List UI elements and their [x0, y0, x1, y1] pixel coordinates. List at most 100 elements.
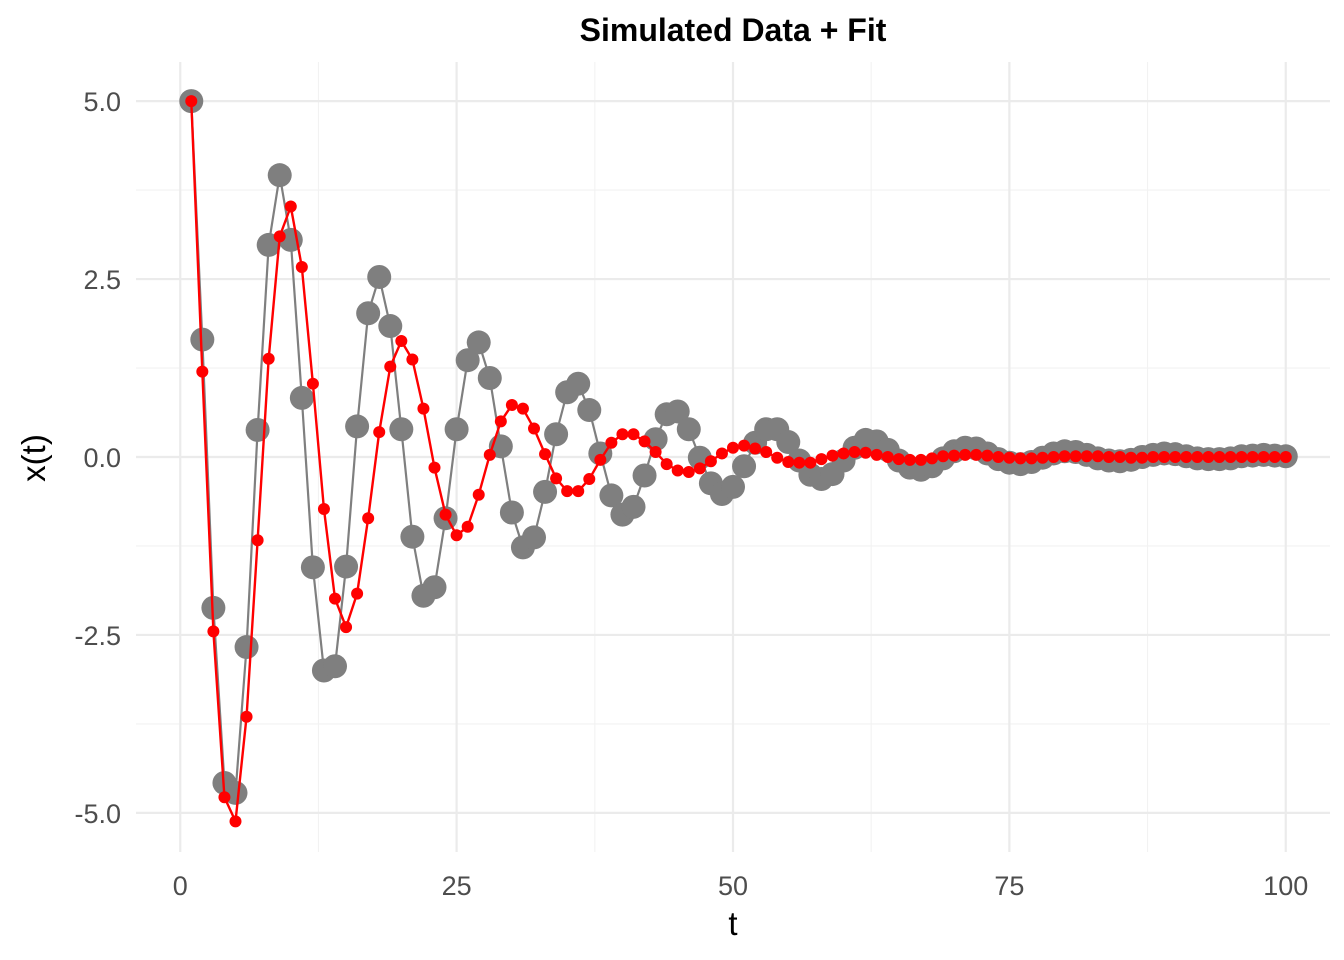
series-2-point	[505, 399, 518, 412]
series-1-point	[599, 483, 624, 508]
series-2-point	[185, 95, 198, 108]
series-2-point	[671, 464, 684, 477]
series-2-point	[1025, 452, 1038, 465]
series-2	[185, 95, 1292, 828]
chart-title: Simulated Data + Fit	[580, 12, 887, 48]
series-2-point	[1224, 451, 1237, 463]
series-2-point	[483, 448, 496, 461]
series-2-point	[373, 426, 386, 439]
series-2-point	[815, 453, 828, 466]
series-1-point	[544, 422, 569, 447]
series-2-point	[903, 453, 916, 466]
series-2-point	[981, 449, 994, 462]
series-2-point	[1113, 451, 1126, 463]
series-1-point	[190, 327, 215, 352]
series-2-point	[317, 502, 330, 515]
series-2-point	[837, 447, 850, 460]
series-1-point	[732, 454, 757, 479]
series-2-point	[749, 442, 762, 455]
series-2-point	[970, 448, 983, 461]
series-2-point	[682, 465, 695, 478]
series-2-point	[1014, 452, 1027, 465]
y-tick-label: 5.0	[83, 87, 121, 117]
series-2-point	[914, 453, 927, 466]
series-2-point	[1279, 451, 1292, 463]
series-1-point	[234, 635, 259, 660]
series-2-point	[605, 436, 618, 449]
series-2-point	[1058, 450, 1071, 463]
series-1-point	[455, 348, 480, 373]
y-tick-label: 0.0	[83, 443, 121, 473]
series-1-point	[676, 417, 701, 442]
series-2-point	[550, 472, 563, 485]
series-1-point	[444, 417, 469, 442]
series-2-point	[196, 365, 209, 378]
series-2-point	[561, 485, 574, 498]
series-1-point	[566, 371, 591, 396]
series-2-point	[616, 428, 629, 441]
series-2-point	[948, 449, 961, 462]
series-2-point	[1036, 451, 1049, 464]
series-2-point	[782, 455, 795, 468]
series-2-point	[1246, 451, 1259, 463]
series-1-point	[632, 463, 657, 488]
series-2-point	[1202, 451, 1215, 463]
series-2-point	[793, 456, 806, 469]
series-2-point	[439, 508, 452, 521]
series-1-point	[522, 525, 546, 550]
series-2-point	[892, 453, 905, 466]
series-2-point	[240, 710, 253, 723]
series-2-point	[572, 485, 585, 498]
series-2-point	[848, 446, 861, 459]
series-1-point	[400, 524, 425, 549]
series-2-point	[395, 334, 408, 347]
series-2-point	[229, 815, 242, 828]
series-2-point	[693, 462, 706, 475]
series-2-point	[1091, 450, 1104, 463]
series-2-point	[284, 200, 297, 213]
series-1-point	[466, 330, 491, 355]
series-2-point	[528, 422, 540, 435]
series-layer	[179, 89, 1298, 828]
series-2-point	[594, 453, 607, 466]
x-tick-label: 25	[442, 871, 472, 901]
series-2-point	[1257, 451, 1270, 463]
x-tick-label: 75	[994, 871, 1024, 901]
y-tick-label: -2.5	[74, 621, 121, 651]
series-1-point	[621, 494, 646, 519]
series-2-point	[306, 377, 319, 390]
series-2-point	[926, 452, 938, 465]
series-2-point	[207, 625, 220, 638]
series-1-point	[367, 264, 392, 289]
series-1-point	[721, 474, 745, 499]
x-tick-label: 0	[173, 871, 188, 901]
series-2-point	[992, 451, 1005, 463]
series-2-point	[649, 446, 662, 459]
series-2-point	[218, 791, 231, 804]
series-2-point	[251, 534, 264, 547]
series-1-point	[345, 414, 370, 439]
series-2-point	[583, 473, 596, 486]
series-2-point	[738, 439, 751, 452]
series-2-point	[1147, 451, 1160, 463]
series-2-point	[340, 621, 353, 634]
series-1-point	[588, 441, 613, 466]
series-2-point	[660, 458, 673, 471]
series-1-point	[776, 430, 801, 455]
series-2-point	[516, 402, 529, 415]
series-2-point	[1191, 451, 1204, 463]
series-2-point	[273, 230, 286, 243]
series-2-point	[715, 447, 728, 460]
series-2-point	[704, 455, 717, 468]
y-axis-label: x(t)	[15, 434, 52, 482]
y-tick-label: -5.0	[74, 799, 121, 829]
series-2-point	[727, 441, 739, 454]
series-2-point	[870, 448, 883, 461]
series-2-point	[881, 451, 894, 463]
series-1-point	[477, 366, 502, 390]
series-2-point	[937, 450, 950, 463]
series-2-point	[1125, 451, 1137, 464]
series-2-point	[262, 352, 275, 365]
